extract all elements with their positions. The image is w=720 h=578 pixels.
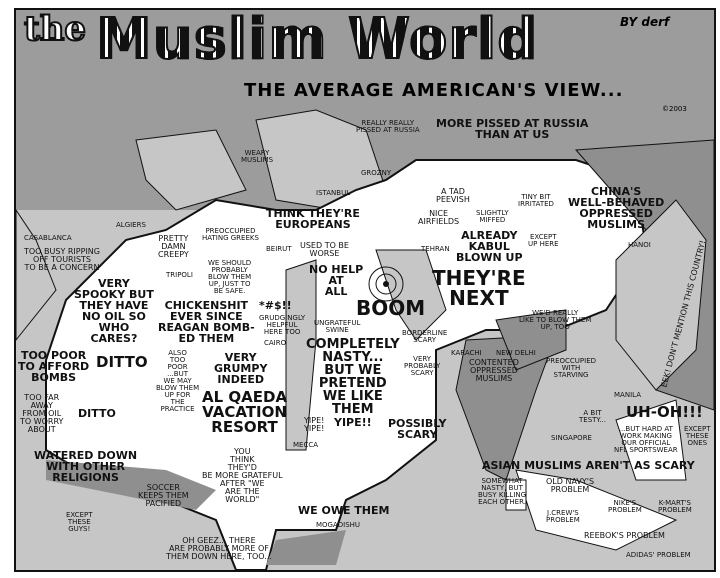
label-turkey-greeks: PREOCCUPIED HATING GREEKS [202, 227, 259, 242]
map-shapes [16, 10, 714, 570]
label-syria: WE SHOULD PROBABLY BLOW THEM UP, JUST TO… [208, 259, 252, 295]
city-label: MOGADISHU [316, 521, 361, 529]
label-uae: VERY PROBABLY SCARY [404, 355, 441, 377]
southern-africa-band [266, 530, 346, 565]
label-oman: POSSIBLY SCARY [388, 417, 447, 441]
label-bosnia: WEARY MUSLIMS [241, 149, 274, 164]
byline: BY derf [620, 15, 670, 29]
target-icon [368, 266, 404, 302]
label-israel-expletive: *#$!! [259, 299, 292, 312]
label-xinjiang: CHINA'S WELL-BEHAVED OPPRESSED MUSLIMS [568, 185, 665, 231]
label-jordan: GRUDGINGLY HELPFUL HERE TOO [259, 314, 306, 336]
label-algeria: VERY SPOOKY BUT THEY HAVE NO OIL SO WHO … [74, 277, 154, 345]
southeast-asia-land [615, 199, 707, 391]
label-yemen: YIPE!! [334, 416, 372, 429]
label-niger: DITTO [78, 407, 116, 420]
label-bangladesh: PREOCCUPIED WITH STARVING [546, 357, 597, 379]
label-borneo-nfl: ...BUT HARD AT WORK MAKING OUR OFFICIAL … [614, 425, 678, 454]
city-label: BEIRUT [266, 245, 292, 253]
label-iraq-north: USED TO BE WORSE [300, 241, 349, 258]
label-pakistan: WE'D REALLY LIKE TO BLOW THEM UP, TOO [519, 309, 592, 331]
label-senegal: TOO FAR AWAY FROM OIL TO WORRY ABOUT [20, 393, 64, 434]
city-label: MANILA [614, 391, 641, 399]
label-turkmenistan: A TAD PEEVISH [436, 187, 470, 204]
label-malaysia: A BIT TESTY... [579, 409, 606, 424]
label-afghanistan: ALREADY KABUL BLOWN UP [456, 229, 523, 264]
city-label: TRIPOLI [166, 271, 193, 279]
sub-saharan-band [46, 460, 216, 510]
label-somalia: WE OWE THEM [298, 504, 390, 517]
subtitle: THE AVERAGE AMERICAN'S VIEW... [244, 80, 624, 101]
label-tajikistan: SLIGHTLY MIFFED [476, 209, 509, 224]
label-jcrew: J.CREW'S PROBLEM [546, 509, 580, 524]
city-label: ALGIERS [116, 221, 146, 229]
city-label: CASABLANCA [24, 234, 72, 242]
iberia-land [16, 209, 57, 341]
label-turkey: THINK THEY'RE EUROPEANS [266, 207, 360, 231]
label-india-muslims: CONTENTED OPPRESSED MUSLIMS [469, 358, 519, 383]
label-saudi-arabia: COMPLETELY NASTY... BUT WE PRETEND WE LI… [306, 337, 400, 417]
cartoon-map: the Muslim World BY derf THE AVERAGE AME… [14, 8, 716, 572]
label-kyrgyzstan: TINY BIT IRRITATED [518, 193, 554, 208]
city-label: CAIRO [264, 339, 287, 347]
indonesia-islands [515, 469, 678, 551]
label-kazakhstan: MORE PISSED AT RUSSIA THAN AT US [436, 117, 589, 141]
label-except-these-ones: EXCEPT THESE ONES [684, 425, 711, 447]
muslim-world-region [45, 159, 648, 570]
pakistan-land [495, 309, 567, 371]
label-mali: DITTO [96, 353, 148, 371]
label-yemen-north: YIPE! YIPE! [304, 416, 325, 433]
label-nike: NIKE'S PROBLEM [608, 499, 642, 514]
city-label: MECCA [293, 441, 319, 449]
label-southern-africa: OH GEEZ... THERE ARE PROBABLY MORE OF TH… [166, 536, 272, 561]
label-tunisia: PRETTY DAMN CREEPY [158, 234, 189, 259]
label-sumatra: OLD NAVY'S PROBLEM [546, 477, 595, 494]
label-kashmir: EXCEPT UP HERE [528, 233, 559, 248]
title-the: the [23, 9, 87, 49]
label-borneo: UH-OH!!! [626, 403, 703, 421]
label-asian-muslims: ASIAN MUSLIMS AREN'T AS SCARY [482, 459, 695, 472]
label-libya: CHICKENSHIT EVER SINCE REAGAN BOMB- ED T… [158, 299, 255, 345]
sri-lanka-island [505, 479, 527, 511]
city-label: HANOI [628, 241, 651, 249]
red-sea [285, 259, 317, 451]
city-label: NEW DELHI [496, 349, 536, 357]
label-kuwait: UNGRATEFUL SWINE [314, 319, 361, 334]
borneo-island [615, 399, 687, 481]
label-sri-lanka: SOMEWHAT NASTY, BUT BUSY KILLING EACH OT… [478, 477, 527, 506]
label-uzbekistan: NICE AIRFIELDS [418, 209, 460, 226]
label-saudi-north: NO HELP AT ALL [309, 263, 364, 298]
label-sudan: AL QAEDA VACATION RESORT [202, 388, 288, 436]
label-west-africa: WATERED DOWN WITH OTHER RELIGIONS [34, 449, 138, 484]
label-except-these-guys: EXCEPT THESE GUYS! [66, 511, 93, 533]
label-reebok: REEBOK'S PROBLEM [584, 531, 665, 540]
europe-land [135, 129, 247, 211]
label-ethiopia: YOU THINK THEY'D BE MORE GRATEFUL AFTER … [202, 447, 283, 504]
label-iraq-boom: BOOM [356, 296, 426, 320]
label-egypt: VERY GRUMPY INDEED [214, 351, 268, 386]
city-label: GROZNY [361, 169, 392, 177]
label-kmart: K-MART'S PROBLEM [658, 499, 692, 514]
copyright: ©2003 [662, 105, 687, 113]
label-iran: THEY'RE NEXT [432, 266, 526, 310]
label-chechnya: REALLY REALLY PISSED AT RUSSIA [356, 119, 420, 134]
city-label: ISTANBUL [316, 189, 351, 197]
label-adidas: ADIDAS' PROBLEM [626, 551, 691, 559]
label-qatar: BORDERLINE SCARY [402, 329, 448, 344]
city-label: KARACHI [451, 349, 482, 357]
label-chad: ALSO TOO POOR ...BUT WE MAY BLOW THEM UP… [156, 349, 200, 413]
label-central-africa: SOCCER KEEPS THEM PACIFIED [138, 483, 189, 508]
label-mauritania: TOO POOR TO AFFORD BOMBS [18, 349, 90, 384]
city-label: SINGAPORE [551, 434, 592, 442]
city-label: TEHRAN [421, 245, 450, 253]
main-title: Muslim World [95, 8, 539, 72]
label-morocco: TOO BUSY RIPPING OFF TOURISTS TO BE A CO… [24, 247, 100, 272]
